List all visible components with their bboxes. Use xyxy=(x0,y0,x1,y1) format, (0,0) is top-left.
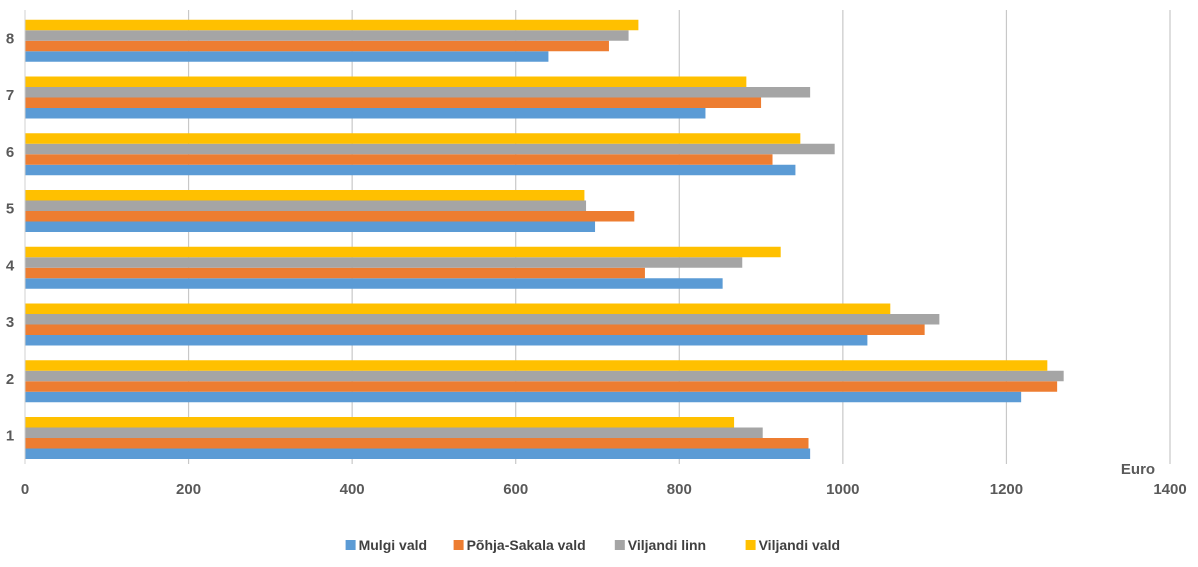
bar-mulgi-vald-8 xyxy=(25,51,548,62)
legend-label: Mulgi vald xyxy=(359,537,427,553)
bar-mulgi-vald-4 xyxy=(25,278,723,289)
legend-swatch xyxy=(746,540,756,550)
y-category-label: 8 xyxy=(6,30,14,47)
x-tick-label: 800 xyxy=(667,481,692,498)
bar-viljandi-vald-6 xyxy=(25,133,800,144)
legend: Mulgi vald Põhja-Sakala vald Viljandi linn… xyxy=(346,537,840,553)
bar-p-hja-sakala-vald-4 xyxy=(25,268,645,279)
legend-swatch xyxy=(615,540,625,550)
x-tick-label: 400 xyxy=(340,481,365,498)
bars xyxy=(25,20,1064,459)
bar-viljandi-linn-7 xyxy=(25,87,810,98)
bar-viljandi-linn-5 xyxy=(25,201,586,212)
bar-viljandi-linn-8 xyxy=(25,30,629,41)
bar-viljandi-vald-4 xyxy=(25,247,781,258)
bar-viljandi-vald-8 xyxy=(25,20,638,31)
bar-p-hja-sakala-vald-7 xyxy=(25,98,761,109)
y-category-label: 5 xyxy=(6,201,14,218)
bar-viljandi-vald-1 xyxy=(25,417,734,428)
bar-viljandi-vald-7 xyxy=(25,77,746,88)
y-category-label: 7 xyxy=(6,87,14,104)
bar-viljandi-linn-2 xyxy=(25,371,1064,382)
bar-viljandi-linn-1 xyxy=(25,428,763,439)
bar-mulgi-vald-3 xyxy=(25,335,867,346)
bar-viljandi-vald-3 xyxy=(25,304,890,315)
bar-p-hja-sakala-vald-2 xyxy=(25,381,1057,392)
bar-p-hja-sakala-vald-3 xyxy=(25,325,925,336)
bar-viljandi-vald-2 xyxy=(25,360,1047,371)
bar-p-hja-sakala-vald-6 xyxy=(25,154,773,165)
bar-mulgi-vald-1 xyxy=(25,449,810,460)
bar-p-hja-sakala-vald-5 xyxy=(25,211,634,222)
x-axis-unit-label: Euro xyxy=(1121,461,1155,478)
legend-swatch xyxy=(454,540,464,550)
bar-p-hja-sakala-vald-8 xyxy=(25,41,609,52)
x-tick-label: 1200 xyxy=(990,481,1023,498)
legend-label: Viljandi vald xyxy=(759,537,840,553)
y-category-label: 6 xyxy=(6,144,14,161)
x-tick-label: 600 xyxy=(503,481,528,498)
bar-mulgi-vald-5 xyxy=(25,222,595,233)
y-category-label: 4 xyxy=(6,257,15,274)
legend-label: Põhja-Sakala vald xyxy=(467,537,586,553)
bar-viljandi-linn-6 xyxy=(25,144,835,155)
x-tick-label: 1000 xyxy=(826,481,859,498)
x-tick-label: 1400 xyxy=(1153,481,1186,498)
x-tick-label: 200 xyxy=(176,481,201,498)
bar-p-hja-sakala-vald-1 xyxy=(25,438,809,449)
legend-swatch xyxy=(346,540,356,550)
bar-mulgi-vald-7 xyxy=(25,108,705,119)
legend-label: Viljandi linn xyxy=(628,537,706,553)
bar-mulgi-vald-2 xyxy=(25,392,1021,403)
y-category-label: 2 xyxy=(6,371,14,388)
y-category-label: 3 xyxy=(6,314,14,331)
y-category-label: 1 xyxy=(6,428,14,445)
bar-viljandi-vald-5 xyxy=(25,190,584,201)
bar-viljandi-linn-4 xyxy=(25,257,742,268)
bar-mulgi-vald-6 xyxy=(25,165,795,176)
bar-viljandi-linn-3 xyxy=(25,314,939,325)
x-tick-label: 0 xyxy=(21,481,29,498)
